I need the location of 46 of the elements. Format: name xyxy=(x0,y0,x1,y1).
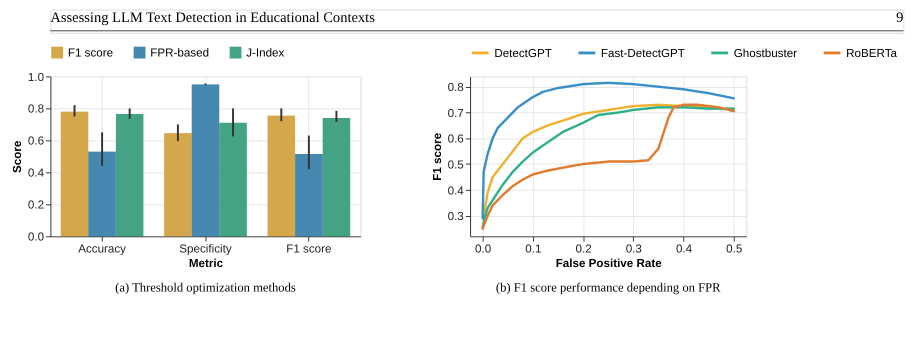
bar xyxy=(60,112,88,236)
bar xyxy=(219,122,247,236)
bar xyxy=(164,133,192,236)
legend-label: DetectGPT xyxy=(494,46,552,60)
y-tick-label: 0.4 xyxy=(448,184,464,198)
y-tick-label: 0.7 xyxy=(448,106,464,120)
legend-label: FPR-based xyxy=(150,46,210,60)
legend-label: F1 score xyxy=(68,46,114,60)
x-tick-label: 0.2 xyxy=(575,242,592,256)
x-tick-label: Specificity xyxy=(179,242,232,256)
bar xyxy=(88,152,116,236)
x-tick-label: 0.4 xyxy=(676,242,693,256)
x-tick-label: F1 score xyxy=(286,242,332,256)
y-tick-label: 0.4 xyxy=(28,166,45,180)
x-tick-label: 0.1 xyxy=(525,242,542,256)
y-tick-label: 0.3 xyxy=(448,210,464,224)
text: (a) Threshold optimization methods xyxy=(115,280,296,295)
legend-label: Ghostbuster xyxy=(734,46,798,60)
y-tick-label: 0.8 xyxy=(448,81,464,94)
legend-label: Fast-DetectGPT xyxy=(600,46,685,60)
x-axis-title: False Positive Rate xyxy=(556,256,662,270)
text: (b) F1 score performance depending on FPR xyxy=(496,280,722,295)
y-axis-title: Score xyxy=(11,140,24,173)
y-tick-label: 0.6 xyxy=(28,134,44,148)
bar xyxy=(116,114,144,236)
y-tick-label: 0.2 xyxy=(28,198,44,212)
bar xyxy=(268,116,296,236)
y-tick-label: 1.0 xyxy=(28,70,45,84)
bar xyxy=(322,118,350,236)
y-tick-label: 0.5 xyxy=(448,158,464,172)
text: 9 xyxy=(896,10,904,26)
x-tick-label: 0.0 xyxy=(475,242,492,256)
x-tick-label: 0.3 xyxy=(626,242,642,256)
x-tick-label: Accuracy xyxy=(78,242,126,256)
line-series xyxy=(481,82,735,220)
y-tick-label: 0.6 xyxy=(448,132,464,146)
bar xyxy=(192,84,220,236)
legend-label: J-Index xyxy=(246,46,284,60)
y-tick-label: 0.0 xyxy=(28,230,45,244)
y-tick-label: 0.8 xyxy=(28,102,44,116)
text: Assessing LLM Text Detection in Educational Contexts xyxy=(50,10,376,26)
x-tick-label: 0.5 xyxy=(726,242,742,256)
legend-label: RoBERTa xyxy=(846,46,898,60)
x-axis-title: Metric xyxy=(188,256,224,270)
bar xyxy=(295,154,323,236)
y-axis-title: F1 score xyxy=(430,132,444,181)
